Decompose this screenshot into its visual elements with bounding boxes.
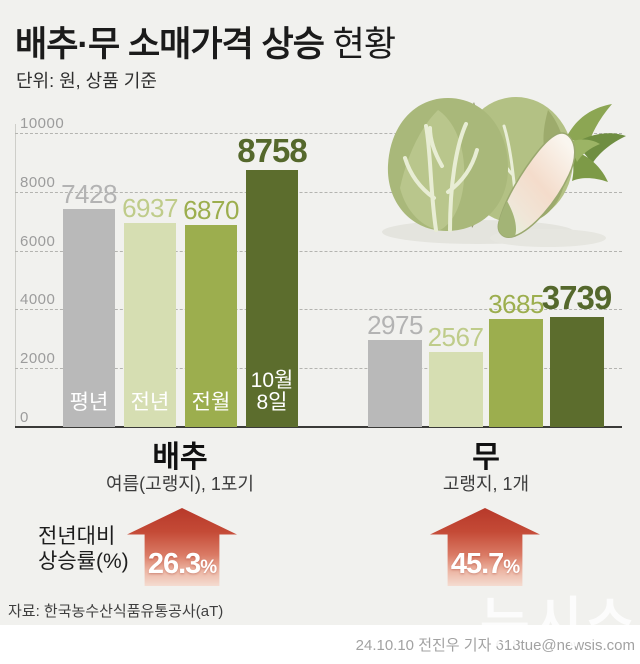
grid-line bbox=[15, 250, 622, 252]
page-title: 배추·무 소매가격 상승 현황 bbox=[15, 16, 396, 67]
y-tick-label: 0 bbox=[20, 409, 29, 426]
bar-value-label: 2975 bbox=[367, 309, 423, 340]
group-label-radish: 무 bbox=[472, 441, 500, 474]
page-title-light: 현황 bbox=[332, 25, 396, 64]
group-label-cabbage: 배추 bbox=[152, 441, 208, 474]
bar-category-label: 평년 bbox=[63, 365, 115, 427]
bar-category-label: 전월 bbox=[185, 365, 237, 427]
y-tick-label: 2000 bbox=[20, 350, 56, 368]
newsis-watermark: 뉴시스 bbox=[479, 593, 638, 653]
bar-value-label: 2567 bbox=[427, 321, 484, 352]
x-axis-baseline bbox=[15, 426, 622, 428]
bar-category-line: 10월 bbox=[250, 369, 294, 392]
group-spec-radish: 고랭지, 1개 bbox=[442, 474, 530, 494]
bar-category-label: 10월 8일 bbox=[246, 365, 298, 427]
bar-category-line: 8일 bbox=[256, 391, 288, 414]
bar-배추-2 bbox=[185, 225, 237, 427]
grid-line bbox=[15, 368, 622, 370]
yoy-number-radish: 45.7 bbox=[450, 548, 504, 580]
y-tick-label: 6000 bbox=[20, 232, 56, 250]
bar-무-1 bbox=[428, 351, 483, 427]
yoy-number-cabbage: 26.3 bbox=[147, 548, 201, 580]
yoy-value-radish: 45.7% bbox=[430, 548, 540, 581]
byline-credit: 24.10.10 전진우 기자 618tue@newsis.com bbox=[355, 637, 635, 654]
unit-note: 단위: 원, 상품 기준 bbox=[16, 71, 157, 91]
yoy-value-cabbage: 26.3% bbox=[127, 548, 237, 581]
percent-sign: % bbox=[200, 557, 217, 578]
bar-category-line: 전월 bbox=[191, 391, 231, 414]
group-spec-cabbage: 여름(고랭지), 1포기 bbox=[106, 474, 254, 494]
bar-value-label: 6937 bbox=[122, 193, 178, 224]
footer-strip bbox=[0, 625, 640, 664]
bar-value-label: 3685 bbox=[488, 288, 544, 319]
cabbage-front-icon bbox=[387, 98, 508, 232]
source-note: 자료: 한국농수산식품유통공사(aT) bbox=[8, 603, 224, 620]
cabbage-radish-illustration bbox=[382, 97, 626, 247]
page-title-strong: 배추·무 소매가격 상승 bbox=[15, 25, 325, 64]
bar-무-3 bbox=[549, 317, 604, 427]
radish-icon bbox=[497, 132, 576, 238]
grid-line bbox=[15, 191, 622, 193]
y-tick-label: 8000 bbox=[20, 173, 56, 191]
bar-value-label: 3739 bbox=[541, 279, 612, 317]
bar-무-0 bbox=[368, 339, 422, 427]
bar-배추-0 bbox=[63, 208, 115, 427]
bar-배추-3 bbox=[246, 169, 298, 427]
y-axis-line bbox=[15, 124, 16, 427]
percent-sign: % bbox=[503, 557, 520, 578]
yoy-rise-label: 전년대비 상승률(%) bbox=[38, 524, 129, 574]
y-tick-label: 10000 bbox=[20, 115, 65, 132]
bar-value-label: 8758 bbox=[237, 131, 307, 169]
yoy-rise-label-line2: 상승률(%) bbox=[38, 550, 129, 573]
grid-line bbox=[15, 309, 622, 311]
yoy-rise-label-line1: 전년대비 bbox=[38, 525, 116, 548]
grid-line bbox=[15, 133, 622, 134]
bar-value-label: 6870 bbox=[183, 195, 239, 226]
bar-무-2 bbox=[489, 318, 543, 427]
bar-category-label: 전년 bbox=[124, 365, 176, 427]
bar-배추-1 bbox=[124, 223, 176, 427]
bar-category-line: 평년 bbox=[69, 391, 109, 414]
bar-value-label: 7428 bbox=[61, 178, 117, 209]
bar-category-line: 전년 bbox=[130, 391, 170, 414]
y-tick-label: 4000 bbox=[20, 291, 56, 309]
